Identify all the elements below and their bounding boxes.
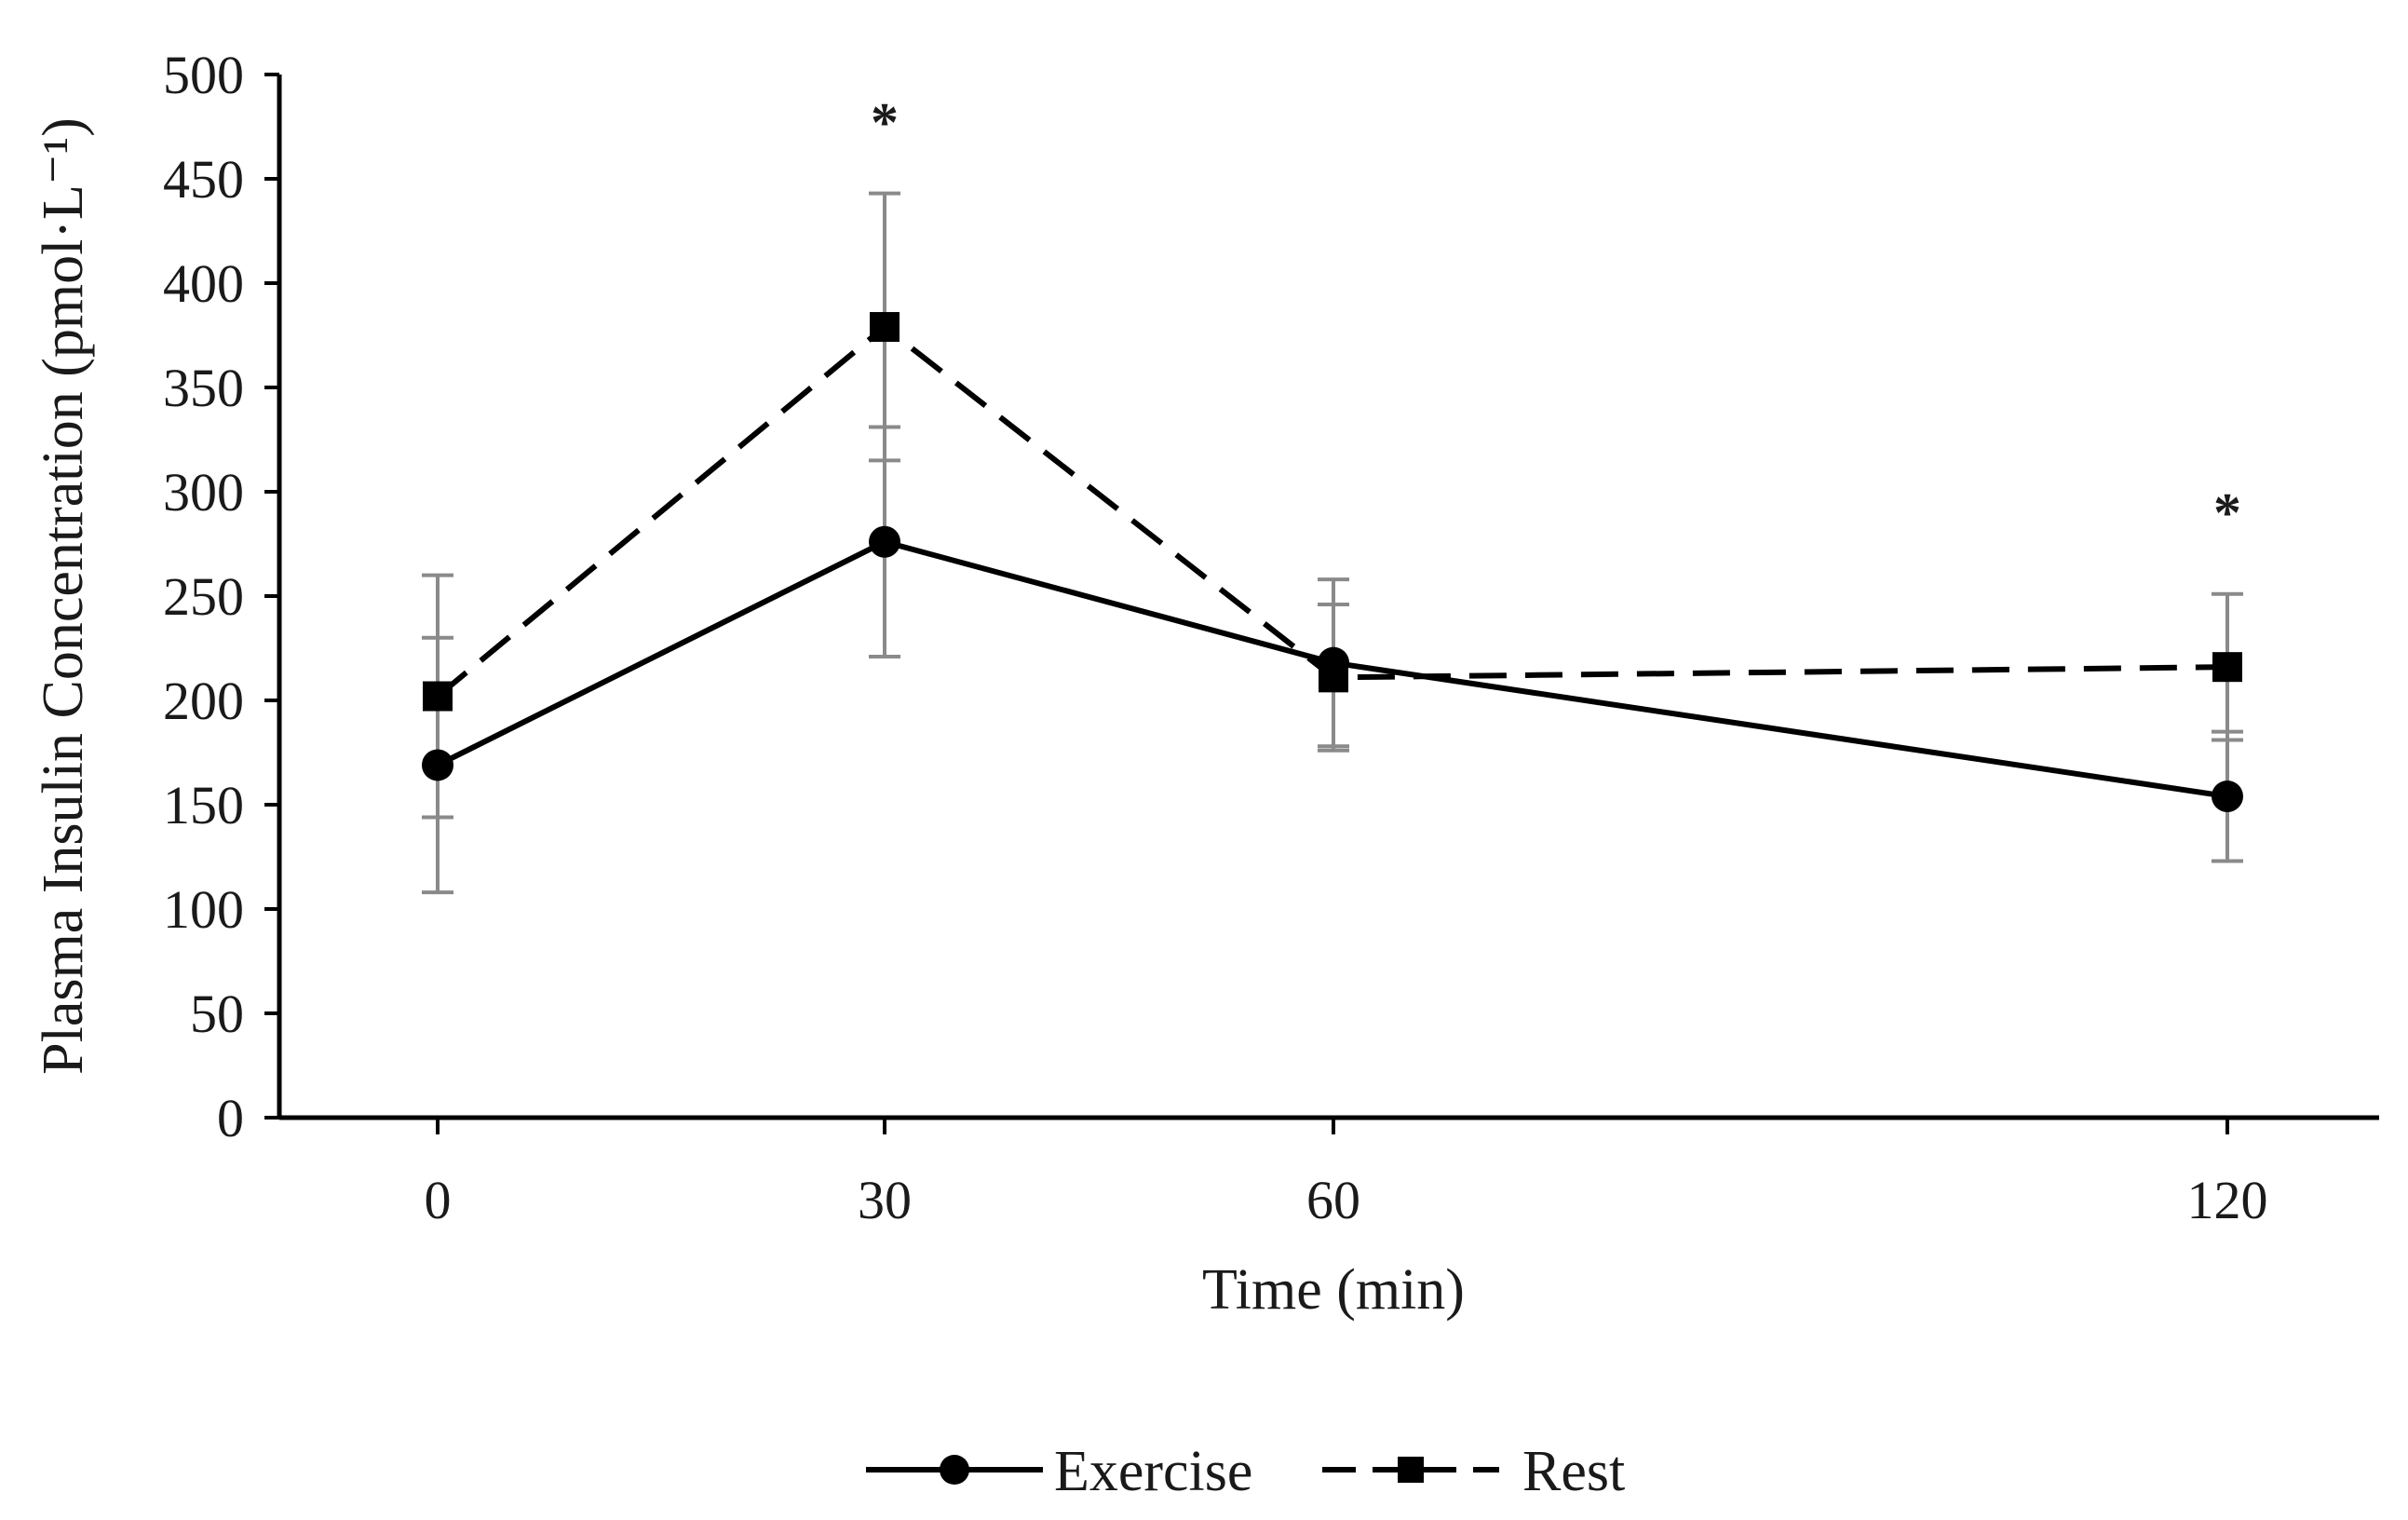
x-axis-title: Time (min) [1202, 1258, 1465, 1322]
y-tick-label-450: 450 [163, 149, 244, 210]
x-tick-label-0: 0 [425, 1170, 452, 1230]
point-rest-60 [1319, 662, 1348, 693]
axes [277, 75, 2379, 1120]
legend-exercise-marker [940, 1455, 969, 1485]
x-tick-label-60: 60 [1306, 1170, 1360, 1230]
series-lines [436, 324, 2228, 800]
y-tick-label-500: 500 [163, 45, 244, 105]
y-tick-label-400: 400 [163, 253, 244, 314]
significance-marker-30: * [871, 92, 899, 154]
y-ticks: 0 50 100 150 200 250 300 350 400 450 500 [163, 45, 279, 1148]
point-exercise-0 [422, 749, 453, 781]
legend: Exercise Rest [866, 1440, 1625, 1503]
point-rest-0 [423, 681, 453, 712]
y-tick-label-250: 250 [163, 566, 244, 627]
y-tick-label-0: 0 [217, 1088, 244, 1148]
point-exercise-30 [869, 525, 900, 558]
x-tick-label-30: 30 [858, 1170, 912, 1230]
series-markers [422, 312, 2243, 813]
legend-rest-label: Rest [1522, 1440, 1625, 1503]
point-rest-30 [870, 312, 900, 343]
x-tick-label-120: 120 [2187, 1170, 2268, 1230]
y-tick-label-300: 300 [163, 462, 244, 522]
y-tick-label-350: 350 [163, 358, 244, 418]
point-rest-120 [2212, 652, 2242, 683]
series-line-rest [436, 324, 2228, 699]
y-axis-title: Plasma Insulin Concentration (pmol·L⁻¹) [32, 117, 95, 1075]
y-tick-label-200: 200 [163, 671, 244, 731]
legend-exercise-label: Exercise [1054, 1440, 1252, 1503]
error-bars [422, 191, 2243, 895]
x-ticks: 0 30 60 120 [425, 1118, 2268, 1230]
y-tick-label-50: 50 [190, 984, 244, 1044]
annotations: ** [871, 92, 2241, 544]
series-line-exercise [436, 538, 2228, 800]
y-tick-label-150: 150 [163, 775, 244, 835]
significance-marker-120: * [2213, 482, 2241, 543]
point-exercise-120 [2212, 780, 2243, 813]
legend-rest-marker [1398, 1457, 1424, 1483]
y-tick-label-100: 100 [163, 879, 244, 940]
